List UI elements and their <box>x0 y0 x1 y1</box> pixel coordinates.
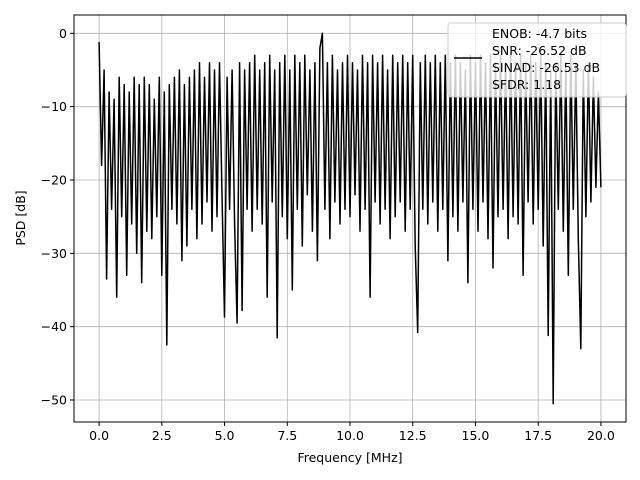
y-tick-label: 0 <box>59 26 67 41</box>
legend-box <box>447 22 627 98</box>
y-axis-label: PSD [dB] <box>13 190 28 245</box>
x-tick-label: 12.5 <box>399 428 427 443</box>
ticks: 0.0 2.5 5.0 7.5 10.0 12.5 15.0 17.5 20.0 0 −10 −20 −… <box>41 26 615 443</box>
x-tick-label: 10.0 <box>336 428 364 443</box>
x-axis-label: Frequency [MHz] <box>297 450 402 465</box>
x-tick-label: 2.5 <box>152 428 172 443</box>
x-tick-label: 20.0 <box>587 428 615 443</box>
y-tick-label: −50 <box>41 393 67 408</box>
legend-sfdr: SFDR: 1.18 <box>492 77 561 92</box>
legend: ENOB: -4.7 bits SNR: -26.52 dB SINAD: -2… <box>447 22 627 98</box>
legend-sinad: SINAD: -26.53 dB <box>492 60 600 75</box>
y-tick-label: −30 <box>41 246 67 261</box>
x-tick-label: 7.5 <box>277 428 297 443</box>
x-tick-label: 15.0 <box>462 428 490 443</box>
y-tick-label: −10 <box>41 99 67 114</box>
x-tick-label: 5.0 <box>215 428 235 443</box>
y-tick-label: −40 <box>41 319 67 334</box>
x-tick-label: 0.0 <box>89 428 109 443</box>
legend-snr: SNR: -26.52 dB <box>492 43 587 58</box>
x-tick-label: 17.5 <box>524 428 552 443</box>
psd-series-line <box>98 32 602 405</box>
y-tick-label: −20 <box>41 173 67 188</box>
plot-area <box>98 32 602 405</box>
legend-enob: ENOB: -4.7 bits <box>492 26 587 41</box>
